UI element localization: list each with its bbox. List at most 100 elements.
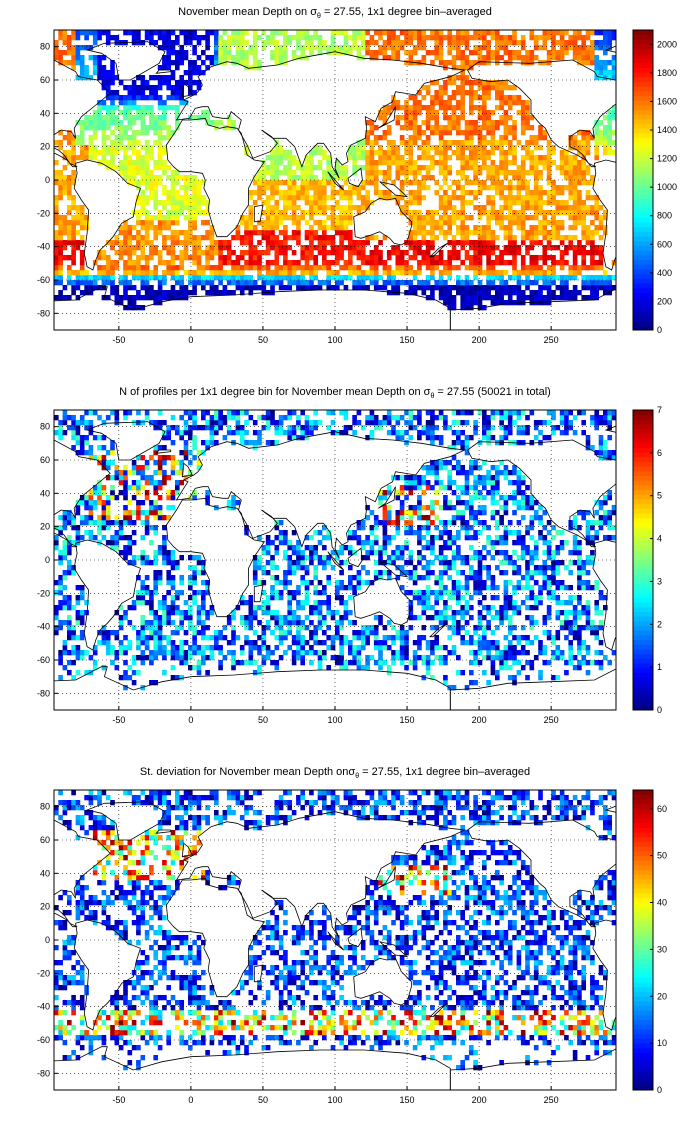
- heatmap-cell: [477, 265, 483, 271]
- heatmap-cell: [434, 595, 440, 601]
- heatmap-cell: [395, 630, 401, 636]
- heatmap-cell: [456, 195, 461, 201]
- heatmap-cell: [244, 50, 249, 56]
- heatmap-cell: [218, 60, 223, 66]
- heatmap-cell: [603, 290, 608, 296]
- heatmap-cell: [408, 625, 414, 631]
- heatmap-cell: [373, 150, 379, 156]
- heatmap-cell: [322, 175, 327, 181]
- heatmap-cell: [105, 40, 111, 46]
- heatmap-cell: [473, 230, 478, 236]
- heatmap-cell: [495, 30, 500, 36]
- heatmap-cell: [399, 185, 405, 191]
- heatmap-cell: [469, 105, 474, 111]
- heatmap-cell: [144, 290, 150, 296]
- heatmap-cell: [399, 650, 405, 656]
- heatmap-cell: [300, 655, 306, 661]
- heatmap-cell: [499, 255, 504, 261]
- heatmap-cell: [296, 45, 301, 51]
- heatmap-cell: [114, 150, 120, 156]
- heatmap-cell: [196, 250, 202, 256]
- heatmap-cell: [542, 245, 548, 251]
- heatmap-cell: [179, 620, 185, 626]
- heatmap-cell: [162, 235, 167, 241]
- heatmap-cell: [533, 265, 539, 271]
- heatmap-cell: [516, 245, 522, 251]
- heatmap-cell: [62, 220, 68, 226]
- heatmap-cell: [330, 235, 336, 241]
- heatmap-cell: [482, 105, 487, 111]
- heatmap-cell: [386, 190, 392, 196]
- heatmap-cell: [451, 95, 457, 101]
- heatmap-cell: [412, 140, 418, 146]
- heatmap-cell: [110, 280, 115, 286]
- heatmap-cell: [58, 185, 63, 191]
- heatmap-cell: [486, 60, 491, 66]
- heatmap-cell: [447, 220, 453, 226]
- heatmap-cell: [300, 45, 306, 51]
- heatmap-cell: [218, 665, 223, 671]
- heatmap-cell: [209, 635, 215, 641]
- heatmap-cell: [482, 145, 487, 151]
- heatmap-cell: [118, 110, 124, 116]
- heatmap-cell: [88, 45, 94, 51]
- heatmap-cell: [603, 270, 608, 276]
- heatmap-cell: [162, 270, 167, 276]
- heatmap-cell: [71, 605, 76, 611]
- heatmap-cell: [590, 30, 595, 36]
- heatmap-cell: [546, 300, 552, 306]
- heatmap-cell: [499, 100, 504, 106]
- heatmap-cell: [300, 265, 306, 271]
- heatmap-cell: [162, 220, 167, 226]
- heatmap-cell: [395, 160, 401, 166]
- heatmap-cell: [157, 130, 163, 136]
- heatmap-cell: [118, 140, 124, 146]
- heatmap-cell: [75, 135, 81, 141]
- heatmap-cell: [300, 35, 306, 41]
- heatmap-cell: [555, 40, 561, 46]
- heatmap-cell: [507, 290, 513, 296]
- heatmap-cell: [252, 190, 258, 196]
- heatmap-cell: [525, 200, 530, 206]
- heatmap-cell: [136, 95, 141, 101]
- heatmap-cell: [140, 580, 146, 586]
- heatmap-cell: [58, 250, 63, 256]
- heatmap-cell: [507, 50, 513, 56]
- heatmap-cell: [490, 285, 496, 291]
- heatmap-cell: [495, 175, 500, 181]
- heatmap-cell: [382, 190, 388, 196]
- heatmap-cell: [408, 200, 414, 206]
- heatmap-cell: [391, 650, 396, 656]
- heatmap-cell: [196, 200, 202, 206]
- heatmap-cell: [421, 280, 427, 286]
- heatmap-cell: [482, 655, 487, 661]
- heatmap-cell: [248, 230, 254, 236]
- heatmap-cell: [54, 615, 59, 621]
- heatmap-cell: [525, 280, 530, 286]
- heatmap-cell: [261, 660, 267, 666]
- heatmap-cell: [499, 90, 504, 96]
- heatmap-cell: [300, 275, 306, 281]
- heatmap-cell: [438, 95, 444, 101]
- heatmap-cell: [391, 245, 396, 251]
- heatmap-cell: [162, 215, 167, 221]
- heatmap-cell: [179, 285, 185, 291]
- heatmap-cell: [469, 615, 474, 621]
- colorbar-segment: [633, 297, 653, 303]
- heatmap-cell: [546, 590, 552, 596]
- heatmap-cell: [188, 655, 193, 661]
- heatmap-cell: [447, 230, 453, 236]
- heatmap-cell: [477, 615, 483, 621]
- heatmap-cell: [365, 175, 370, 181]
- heatmap-cell: [469, 595, 474, 601]
- heatmap-cell: [162, 645, 167, 651]
- heatmap-cell: [75, 635, 81, 641]
- heatmap-cell: [507, 625, 513, 631]
- heatmap-cell: [378, 285, 383, 291]
- coastline: [353, 197, 412, 246]
- heatmap-cell: [425, 645, 431, 651]
- heatmap-cell: [438, 590, 444, 596]
- heatmap-cell: [421, 60, 427, 66]
- heatmap-cell: [153, 590, 159, 596]
- heatmap-cell: [581, 130, 587, 136]
